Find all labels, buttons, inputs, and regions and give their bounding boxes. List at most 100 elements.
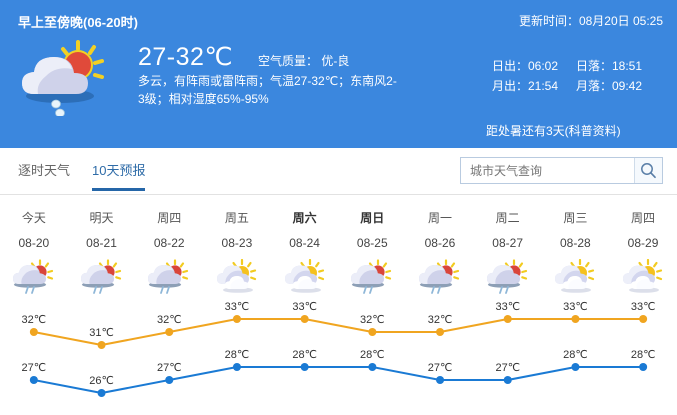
sun-cloud-rain-icon — [486, 259, 527, 294]
sun-clouds-icon — [284, 258, 324, 293]
forecast-date: 08-20 — [18, 236, 50, 250]
high-temp-line — [33, 318, 644, 346]
low-temp-point[interactable] — [571, 363, 580, 371]
temperature-chart-svg: 32℃ 31℃ 32℃ 33℃ 33℃ 32℃ 32℃ 33℃ 33℃ 33℃ 27℃ 26℃ 27℃ 2… — [22, 301, 656, 397]
current-temperature: 27-32℃ — [138, 43, 234, 71]
sun-clouds-icon — [216, 258, 257, 293]
forecast-day-name: 周四 — [631, 211, 656, 225]
moonrise-time: 月出：21:54 — [492, 79, 559, 93]
high-temp-label: 32℃ — [157, 314, 182, 326]
forecast-weather-icon — [552, 258, 598, 295]
forecast-date: 08-27 — [492, 236, 523, 250]
forecast-day-column[interactable]: 周日 08-25 — [338, 196, 406, 296]
sun-cloud-rain-icon — [12, 259, 53, 294]
forecast-day-column[interactable]: 周四 08-22 — [135, 196, 203, 296]
high-temp-point[interactable] — [368, 328, 377, 336]
sun-cloud-rain-icon — [351, 259, 392, 294]
temperature-chart: 32℃ 31℃ 32℃ 33℃ 33℃ 32℃ 32℃ 33℃ 33℃ 33℃ 27℃ 26℃ 27℃ 2… — [0, 296, 677, 415]
high-temp-point[interactable] — [639, 315, 648, 323]
high-temp-point[interactable] — [571, 315, 580, 323]
forecast-day-name: 周二 — [495, 211, 520, 225]
high-temp-label: 32℃ — [428, 314, 453, 326]
forecast-weather-icon — [214, 258, 260, 295]
forecast-weather-icon — [417, 259, 463, 295]
search-input[interactable] — [461, 158, 634, 183]
weather-header: 早上至傍晚(06-20时) 更新时间：08月20日 05:25 — [0, 0, 677, 148]
forecast-date: 08-28 — [559, 236, 591, 250]
high-temp-label: 33℃ — [225, 301, 250, 313]
forecast-day-name: 明天 — [89, 211, 114, 225]
forecast-day-name: 周日 — [360, 211, 385, 225]
low-temp-point[interactable] — [639, 363, 648, 371]
high-temp-point[interactable] — [503, 315, 512, 323]
low-temp-point[interactable] — [97, 389, 106, 397]
tab-bar: 逐时天气 10天预报 — [0, 148, 677, 195]
tab-hourly[interactable]: 逐时天气 — [18, 163, 71, 178]
forecast-date: 08-24 — [289, 236, 320, 250]
forecast-weather-icon — [349, 259, 395, 295]
forecast-date: 08-22 — [153, 236, 185, 250]
forecast-day-column[interactable]: 周二 08-27 — [474, 196, 542, 296]
moon-times-row: 月出：21:54 月落：09:42 — [492, 76, 642, 96]
forecast-day-column[interactable]: 周六 08-24 — [271, 196, 339, 296]
sun-cloud-rain-icon — [148, 259, 189, 294]
forecast-day-column[interactable]: 今天 08-20 — [0, 196, 68, 296]
low-temp-point[interactable] — [232, 363, 241, 371]
high-temp-label: 31℃ — [89, 327, 114, 339]
astronomy-info: 日出：06:02 日落：18:51 月出：21:54 月落：09:42 — [492, 56, 642, 96]
forecast-day-column[interactable]: 明天 08-21 — [68, 196, 136, 296]
city-search-box — [460, 157, 663, 184]
forecast-day-name: 周六 — [292, 211, 317, 225]
low-temp-label: 28℃ — [631, 349, 656, 361]
forecast-weather-icon — [282, 258, 328, 295]
low-temp-point[interactable] — [503, 376, 512, 384]
air-quality: 空气质量： 优-良 — [258, 54, 350, 68]
forecast-weather-icon — [620, 258, 666, 295]
high-temp-label: 33℃ — [495, 301, 520, 313]
high-temp-point[interactable] — [97, 341, 106, 349]
forecast-day-column[interactable]: 周五 08-23 — [203, 196, 271, 296]
low-temp-point[interactable] — [300, 363, 309, 371]
high-temp-point[interactable] — [29, 328, 38, 336]
page-title: 早上至傍晚(06-20时) — [18, 15, 138, 30]
high-temp-point[interactable] — [165, 328, 174, 336]
search-icon — [641, 163, 656, 179]
high-temp-point[interactable] — [232, 315, 241, 323]
tab-list: 逐时天气 10天预报 — [18, 160, 167, 191]
forecast-day-column[interactable]: 周四 08-29 — [609, 196, 677, 296]
update-time: 更新时间：08月20日 05:25 — [518, 14, 663, 28]
low-temp-line — [33, 366, 644, 394]
low-temp-label: 27℃ — [495, 362, 520, 374]
low-temp-label: 27℃ — [157, 362, 182, 374]
forecast-date: 08-21 — [86, 236, 117, 250]
low-temp-point[interactable] — [29, 376, 38, 384]
low-temp-label: 27℃ — [22, 362, 47, 374]
high-temp-label: 32℃ — [22, 314, 47, 326]
forecast-weather-icon — [11, 259, 57, 295]
tab-10day[interactable]: 10天预报 — [92, 160, 146, 191]
high-temp-label: 33℃ — [563, 301, 588, 313]
high-temp-label: 33℃ — [292, 301, 317, 313]
forecast-weather-icon — [146, 259, 192, 295]
low-temp-point[interactable] — [436, 376, 445, 384]
moonset-time: 月落：09:42 — [576, 79, 643, 93]
high-temp-point[interactable] — [300, 315, 309, 323]
low-temp-label: 28℃ — [292, 349, 317, 361]
high-temp-point[interactable] — [436, 328, 445, 336]
low-temp-point[interactable] — [165, 376, 174, 384]
forecast-day-column[interactable]: 周三 08-28 — [542, 196, 610, 296]
sun-clouds-icon — [555, 258, 595, 293]
ten-day-forecast: 今天 08-20 明天 08-21 周四 08-22 周五 08-23 周六 08-24 周日 08-… — [0, 196, 677, 415]
sun-cloud-rain-icon — [80, 259, 121, 294]
low-temp-label: 26℃ — [89, 375, 114, 387]
forecast-date: 08-29 — [627, 236, 659, 250]
sun-clouds-icon — [623, 258, 663, 293]
sun-cloud-rain-icon — [22, 40, 104, 116]
sun-cloud-rain-icon — [418, 259, 460, 294]
low-temp-point[interactable] — [368, 363, 377, 371]
search-button[interactable] — [634, 158, 662, 183]
forecast-day-name: 周四 — [157, 211, 182, 225]
forecast-day-column[interactable]: 周一 08-26 — [406, 196, 474, 296]
solar-term-link[interactable]: 距处暑还有3天(科普资料) — [486, 124, 621, 138]
